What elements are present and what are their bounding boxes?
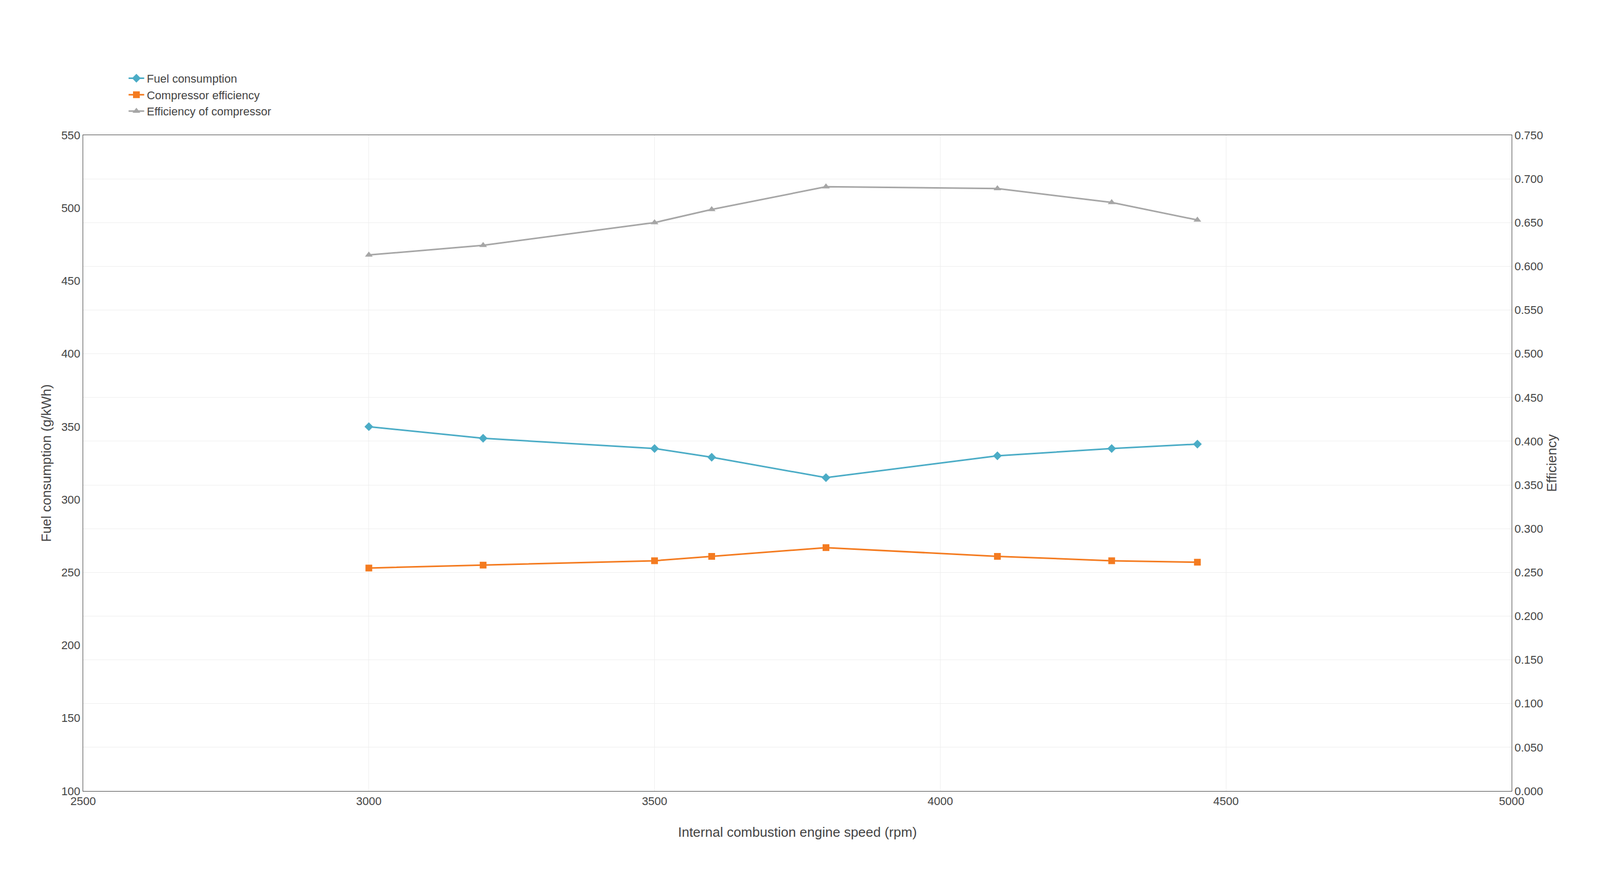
svg-text:0.400: 0.400 (1514, 434, 1543, 448)
svg-text:0.600: 0.600 (1514, 259, 1543, 273)
svg-text:0.550: 0.550 (1514, 303, 1543, 317)
svg-text:Fuel consumption (g/kWh): Fuel consumption (g/kWh) (38, 384, 55, 542)
svg-text:Fuel consumption: Fuel consumption (146, 72, 237, 86)
svg-text:Efficiency of compressor: Efficiency of compressor (146, 104, 271, 118)
svg-text:5000: 5000 (1499, 794, 1525, 808)
svg-text:Internal combustion engine spe: Internal combustion engine speed (rpm) (678, 824, 918, 840)
svg-text:0.200: 0.200 (1514, 609, 1543, 623)
svg-text:3000: 3000 (355, 794, 382, 808)
svg-text:4000: 4000 (927, 794, 954, 808)
svg-text:0.100: 0.100 (1514, 696, 1543, 710)
svg-text:0.750: 0.750 (1514, 128, 1543, 142)
svg-text:300: 300 (61, 493, 81, 507)
svg-text:0.250: 0.250 (1514, 565, 1543, 579)
svg-text:550: 550 (61, 128, 81, 142)
svg-text:4500: 4500 (1213, 794, 1239, 808)
svg-text:Compressor efficiency: Compressor efficiency (146, 88, 260, 102)
svg-text:0.500: 0.500 (1514, 347, 1543, 361)
svg-text:250: 250 (61, 565, 81, 579)
svg-text:3500: 3500 (641, 794, 668, 808)
svg-text:0.050: 0.050 (1514, 741, 1543, 755)
svg-text:0.000: 0.000 (1514, 784, 1543, 798)
svg-text:100: 100 (61, 784, 81, 798)
svg-text:500: 500 (61, 201, 81, 215)
svg-text:200: 200 (61, 638, 81, 652)
svg-text:350: 350 (61, 420, 81, 434)
svg-text:Efficiency: Efficiency (1543, 434, 1560, 493)
svg-text:0.150: 0.150 (1514, 653, 1543, 667)
svg-text:0.450: 0.450 (1514, 391, 1543, 405)
svg-text:450: 450 (61, 274, 81, 288)
svg-text:0.350: 0.350 (1514, 478, 1543, 492)
svg-text:150: 150 (61, 711, 81, 725)
svg-text:0.700: 0.700 (1514, 172, 1543, 186)
svg-text:2500: 2500 (70, 794, 97, 808)
svg-text:0.650: 0.650 (1514, 216, 1543, 230)
svg-text:400: 400 (61, 347, 81, 361)
svg-text:0.300: 0.300 (1514, 522, 1543, 536)
